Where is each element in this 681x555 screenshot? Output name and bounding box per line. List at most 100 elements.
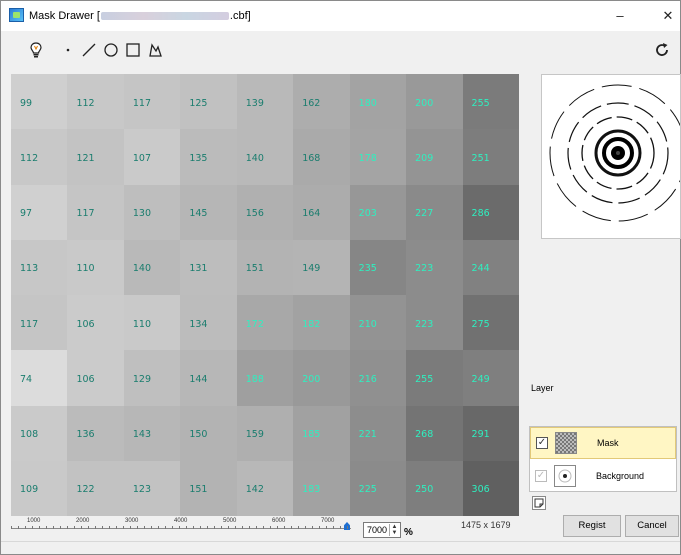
cancel-button[interactable]: Cancel bbox=[625, 515, 679, 537]
pixel-cell[interactable]: 156 bbox=[236, 184, 294, 241]
pixel-cell[interactable]: 225 bbox=[349, 460, 407, 516]
pixel-cell[interactable]: 125 bbox=[180, 74, 238, 130]
pixel-cell[interactable]: 216 bbox=[349, 350, 407, 407]
pixel-cell[interactable]: 255 bbox=[462, 74, 519, 130]
pixel-cell[interactable]: 250 bbox=[406, 460, 464, 516]
pixel-cell[interactable]: 110 bbox=[67, 239, 125, 296]
pixel-cell[interactable]: 306 bbox=[462, 460, 519, 516]
pixel-cell[interactable]: 151 bbox=[236, 239, 294, 296]
polygon-tool-icon[interactable] bbox=[144, 39, 166, 61]
pixel-cell[interactable]: 135 bbox=[180, 129, 238, 186]
pixel-cell[interactable]: 130 bbox=[123, 184, 181, 241]
pixel-cell[interactable]: 143 bbox=[123, 405, 181, 462]
pixel-cell[interactable]: 251 bbox=[462, 129, 519, 186]
rectangle-tool-icon[interactable] bbox=[122, 39, 144, 61]
pixel-cell[interactable]: 99 bbox=[11, 74, 68, 130]
pixel-cell[interactable]: 74 bbox=[11, 350, 68, 407]
pixel-cell[interactable]: 123 bbox=[123, 460, 181, 516]
bulb-icon[interactable] bbox=[25, 39, 47, 61]
pixel-cell[interactable]: 149 bbox=[293, 239, 351, 296]
pixel-cell[interactable]: 244 bbox=[462, 239, 519, 296]
pixel-cell[interactable]: 142 bbox=[236, 460, 294, 516]
pixel-cell[interactable]: 235 bbox=[349, 239, 407, 296]
minimize-button[interactable]: – bbox=[616, 8, 624, 23]
pixel-cell[interactable]: 182 bbox=[293, 295, 351, 351]
pixel-cell[interactable]: 275 bbox=[462, 295, 519, 351]
toolbar bbox=[1, 35, 680, 65]
new-layer-button[interactable] bbox=[532, 496, 546, 510]
pixel-cell[interactable]: 164 bbox=[293, 184, 351, 241]
pixel-cell[interactable]: 107 bbox=[123, 129, 181, 186]
zoom-input[interactable]: 7000 ▲ ▼ bbox=[363, 522, 401, 538]
ruler-minor-tick bbox=[81, 526, 82, 529]
point-tool-icon[interactable] bbox=[57, 39, 79, 61]
pixel-cell[interactable]: 117 bbox=[11, 295, 68, 351]
pixel-cell[interactable]: 200 bbox=[293, 350, 351, 407]
pixel-cell[interactable]: 178 bbox=[349, 129, 407, 186]
ruler-minor-tick bbox=[235, 526, 236, 529]
pixel-cell[interactable]: 159 bbox=[236, 405, 294, 462]
pixel-cell[interactable]: 183 bbox=[293, 460, 351, 516]
pixel-cell[interactable]: 151 bbox=[180, 460, 238, 516]
zoom-spinner[interactable]: ▲ ▼ bbox=[389, 524, 399, 536]
background-visibility-checkbox[interactable]: ✓ bbox=[535, 470, 547, 482]
pixel-cell[interactable]: 162 bbox=[293, 74, 351, 130]
pixel-cell[interactable]: 227 bbox=[406, 184, 464, 241]
regist-button[interactable]: Regist bbox=[563, 515, 621, 537]
layer-row-background[interactable]: ✓ Background bbox=[530, 460, 676, 492]
pixel-cell[interactable]: 139 bbox=[236, 74, 294, 130]
pixel-cell[interactable]: 117 bbox=[67, 184, 125, 241]
pixel-cell[interactable]: 112 bbox=[11, 129, 68, 186]
mask-visibility-checkbox[interactable]: ✓ bbox=[536, 437, 548, 449]
pixel-cell[interactable]: 110 bbox=[123, 295, 181, 351]
pixel-cell[interactable]: 117 bbox=[123, 74, 181, 130]
pixel-cell[interactable]: 168 bbox=[293, 129, 351, 186]
pixel-cell[interactable]: 291 bbox=[462, 405, 519, 462]
pixel-cell[interactable]: 113 bbox=[11, 239, 68, 296]
pixel-cell[interactable]: 255 bbox=[406, 350, 464, 407]
pixel-cell[interactable]: 144 bbox=[180, 350, 238, 407]
pixel-cell[interactable]: 209 bbox=[406, 129, 464, 186]
close-button[interactable]: ✕ bbox=[662, 8, 674, 23]
pixel-cell[interactable]: 221 bbox=[349, 405, 407, 462]
pixel-cell[interactable]: 180 bbox=[349, 74, 407, 130]
pixel-cell[interactable]: 109 bbox=[11, 460, 68, 516]
pixel-cell[interactable]: 97 bbox=[11, 184, 68, 241]
pixel-cell[interactable]: 136 bbox=[67, 405, 125, 462]
pixel-cell[interactable]: 223 bbox=[406, 239, 464, 296]
pixel-cell[interactable]: 210 bbox=[349, 295, 407, 351]
pixel-cell[interactable]: 145 bbox=[180, 184, 238, 241]
pixel-cell[interactable]: 286 bbox=[462, 184, 519, 241]
pixel-cell[interactable]: 131 bbox=[180, 239, 238, 296]
pixel-cell[interactable]: 140 bbox=[123, 239, 181, 296]
pixel-cell[interactable]: 122 bbox=[67, 460, 125, 516]
pixel-canvas[interactable]: 99 112 117 125 139 162 180 200 255 112 121 107 135 14… bbox=[11, 74, 519, 516]
pixel-cell[interactable]: 108 bbox=[11, 405, 68, 462]
pixel-cell[interactable]: 150 bbox=[180, 405, 238, 462]
pixel-cell[interactable]: 129 bbox=[123, 350, 181, 407]
zoom-ruler[interactable]: 1000 2000 3000 4000 5000 6000 7000 bbox=[11, 516, 351, 530]
line-tool-icon[interactable] bbox=[78, 39, 100, 61]
pixel-cell[interactable]: 203 bbox=[349, 184, 407, 241]
layer-row-mask[interactable]: ✓ Mask bbox=[530, 427, 676, 459]
pixel-cell[interactable]: 106 bbox=[67, 350, 125, 407]
pixel-cell[interactable]: 140 bbox=[236, 129, 294, 186]
ruler-minor-tick bbox=[165, 526, 166, 529]
ruler-minor-tick bbox=[270, 526, 271, 529]
pixel-cell[interactable]: 249 bbox=[462, 350, 519, 407]
ruler-minor-tick bbox=[221, 526, 222, 529]
pixel-cell[interactable]: 121 bbox=[67, 129, 125, 186]
pixel-cell[interactable]: 172 bbox=[236, 295, 294, 351]
pixel-cell[interactable]: 134 bbox=[180, 295, 238, 351]
rotate-icon[interactable] bbox=[651, 39, 673, 61]
pixel-cell[interactable]: 112 bbox=[67, 74, 125, 130]
diffraction-preview[interactable] bbox=[541, 74, 681, 239]
pixel-cell[interactable]: 106 bbox=[67, 295, 125, 351]
pixel-cell[interactable]: 200 bbox=[406, 74, 464, 130]
ruler-tick-label: 2000 bbox=[76, 518, 90, 524]
pixel-cell[interactable]: 268 bbox=[406, 405, 464, 462]
pixel-cell[interactable]: 223 bbox=[406, 295, 464, 351]
pixel-cell[interactable]: 188 bbox=[236, 350, 294, 407]
circle-tool-icon[interactable] bbox=[100, 39, 122, 61]
pixel-cell[interactable]: 185 bbox=[293, 405, 351, 462]
